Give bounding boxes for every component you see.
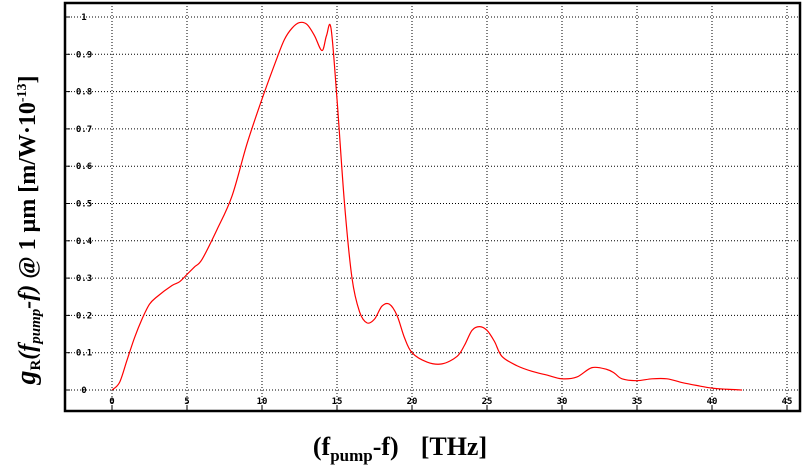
grid-layer <box>65 3 800 411</box>
data-point <box>517 365 518 366</box>
tick-labels: 0 5 10 15 20 25 30 35 40 45 0 0.1 0.2 0.3 0.4 0.5 0.6 0.7… <box>76 13 793 407</box>
data-point <box>382 306 383 307</box>
data-point <box>337 99 338 100</box>
y-tick-label: 0.4 <box>76 237 93 247</box>
y-tick-label: 0.2 <box>76 311 92 321</box>
data-point <box>157 296 158 297</box>
data-point <box>292 28 293 29</box>
data-point <box>577 376 578 377</box>
data-point <box>614 373 615 374</box>
y-axis-label: gR(fpump-f) @ 1 μm [m/W·10-13] <box>11 75 44 385</box>
x-tick-label: 10 <box>257 397 268 407</box>
data-point <box>307 24 308 25</box>
data-point <box>472 330 473 331</box>
x-tick-label: 0 <box>109 397 114 407</box>
data-point <box>479 326 480 327</box>
data-point <box>607 369 608 370</box>
data-point <box>397 315 398 316</box>
data-point <box>374 319 375 320</box>
data-point <box>149 304 150 305</box>
data-point <box>112 390 113 391</box>
data-point <box>314 35 315 36</box>
y-tick-label: 0.9 <box>76 50 92 60</box>
y-tick-label: 0 <box>81 386 86 396</box>
data-point <box>562 378 563 379</box>
data-point <box>194 266 195 267</box>
data-point <box>412 352 413 353</box>
data-point <box>652 378 653 379</box>
data-point <box>172 285 173 286</box>
y-tick-label: 0.5 <box>76 200 92 210</box>
y-tick-label: 0.7 <box>76 125 92 135</box>
data-point <box>592 367 593 368</box>
data-point <box>326 35 327 36</box>
y-tick-label: 0.3 <box>76 274 92 284</box>
x-tick-label: 25 <box>482 397 493 407</box>
data-point <box>359 311 360 312</box>
series-layer <box>111 21 743 391</box>
data-point <box>232 196 233 197</box>
data-point <box>532 371 533 372</box>
data-point <box>667 378 668 379</box>
data-point <box>127 360 128 361</box>
data-point <box>682 382 683 383</box>
data-point <box>119 382 120 383</box>
data-point <box>404 337 405 338</box>
data-point <box>367 322 368 323</box>
data-point <box>331 28 332 29</box>
x-tick-label: 40 <box>707 397 718 407</box>
data-point <box>727 389 728 390</box>
data-point <box>284 39 285 40</box>
data-point <box>142 319 143 320</box>
data-point <box>262 99 263 100</box>
data-point <box>299 22 300 23</box>
y-tick-label: 0.1 <box>76 349 92 359</box>
data-point <box>247 143 248 144</box>
data-point <box>487 330 488 331</box>
data-point <box>464 345 465 346</box>
data-point <box>547 375 548 376</box>
y-tick-label: 1 <box>81 13 86 23</box>
data-point <box>344 203 345 204</box>
data-point <box>389 304 390 305</box>
x-tick-label: 15 <box>332 397 343 407</box>
plot-frame <box>63 1 802 413</box>
data-point <box>494 341 495 342</box>
raman-gain-line-0 <box>111 21 743 391</box>
data-point <box>187 274 188 275</box>
data-point <box>637 380 638 381</box>
data-point <box>277 58 278 59</box>
data-point <box>217 229 218 230</box>
data-point <box>622 378 623 379</box>
x-tick-label: 5 <box>184 397 189 407</box>
data-point <box>712 388 713 389</box>
data-point <box>134 337 135 338</box>
x-tick-label: 20 <box>407 397 418 407</box>
y-tick-label: 0.6 <box>76 162 92 172</box>
x-axis-label: (fpump-f) [THz] <box>313 432 487 465</box>
data-point <box>427 362 428 363</box>
data-point <box>697 385 698 386</box>
data-point <box>179 281 180 282</box>
x-tick-label: 45 <box>782 397 793 407</box>
data-point <box>502 356 503 357</box>
y-tick-label: 0.8 <box>76 88 92 98</box>
data-point <box>742 390 743 391</box>
x-tick-label: 35 <box>632 397 643 407</box>
data-point <box>442 363 443 364</box>
data-point <box>457 356 458 357</box>
data-point <box>322 50 323 51</box>
data-point <box>352 278 353 279</box>
x-tick-label: 30 <box>557 397 568 407</box>
data-point <box>202 259 203 260</box>
